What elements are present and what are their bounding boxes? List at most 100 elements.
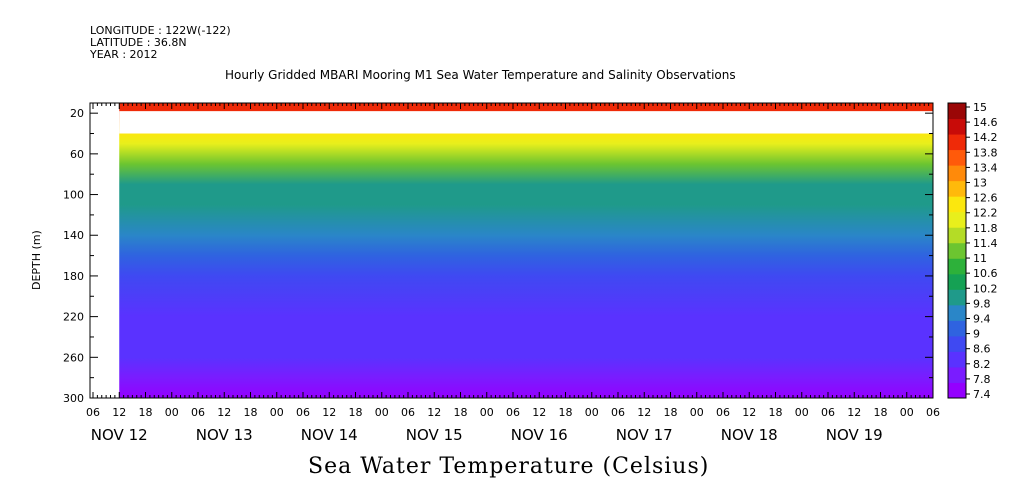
y-tick-label: 220	[63, 311, 84, 324]
x-hour-tick-label: 00	[270, 406, 284, 419]
colorbar-tick-label: 14.2	[973, 131, 998, 144]
colorbar-tick-label: 8.6	[973, 343, 991, 356]
y-tick-label: 180	[63, 270, 84, 283]
colorbar-segment	[948, 320, 966, 337]
x-hour-tick-label: 06	[296, 406, 310, 419]
x-hour-tick-label: 06	[821, 406, 835, 419]
y-tick-label: 20	[70, 107, 84, 120]
colorbar-segment	[948, 103, 966, 120]
colorbar-segment	[948, 196, 966, 213]
x-hour-tick-label: 06	[926, 406, 940, 419]
x-hour-tick-label: 12	[532, 406, 546, 419]
colorbar-segment	[948, 366, 966, 383]
colorbar-tick-label: 15	[973, 101, 987, 114]
colorbar-tick-label: 11.8	[973, 222, 998, 235]
colorbar: 15 14.6 14.2 13.8 13.4 13 12.6 12.2 11.8 11.4 11 10…	[947, 101, 998, 401]
x-hour-tick-label: 12	[322, 406, 336, 419]
x-day-label: NOV 18	[721, 426, 778, 444]
x-hour-tick-label: 18	[664, 406, 678, 419]
x-day-label: NOV 16	[511, 426, 568, 444]
chart-title: Hourly Gridded MBARI Mooring M1 Sea Wate…	[225, 68, 736, 82]
x-day-label: NOV 13	[196, 426, 253, 444]
x-hour-tick-label: 12	[217, 406, 231, 419]
colorbar-segment	[948, 134, 966, 151]
x-hour-tick-label: 18	[874, 406, 888, 419]
x-hour-tick-label: 12	[742, 406, 756, 419]
x-hour-tick-label: 12	[112, 406, 126, 419]
colorbar-tick-label: 7.4	[973, 388, 991, 401]
colorbar-tick-label: 13.8	[973, 146, 998, 159]
x-hour-tick-label: 00	[795, 406, 809, 419]
colorbar-segment	[948, 227, 966, 244]
colorbar-segment	[948, 304, 966, 321]
colorbar-segment	[948, 211, 966, 228]
colorbar-segment	[948, 149, 966, 166]
colorbar-tick-label: 10.2	[973, 282, 998, 295]
x-hour-tick-label: 06	[191, 406, 205, 419]
x-hour-tick-label: 00	[165, 406, 179, 419]
colorbar-frame	[947, 102, 967, 399]
longitude-label: LONGITUDE : 122W(-122)	[90, 24, 231, 37]
variable-title: Sea Water Temperature (Celsius)	[308, 454, 710, 479]
colorbar-segment	[948, 118, 966, 135]
x-day-label: NOV 15	[406, 426, 463, 444]
colorbar-tick-label: 12.2	[973, 207, 998, 220]
colorbar-tick-label: 12.6	[973, 192, 998, 205]
y-tick-label: 100	[63, 189, 84, 202]
colorbar-tick-label: 9.4	[973, 312, 991, 325]
x-hour-tick-label: 06	[86, 406, 100, 419]
colorbar-segment	[948, 180, 966, 197]
plot-area	[119, 103, 933, 398]
colorbar-segment	[948, 382, 966, 399]
x-day-label: NOV 12	[91, 426, 148, 444]
x-hour-tick-label: 18	[349, 406, 363, 419]
temperature-field	[119, 103, 933, 398]
y-tick-label: 60	[70, 148, 84, 161]
axes: 06 12 18 00 06 12 18 00 06 12 18 00 06 12 18 00 06 12 18 00…	[63, 102, 940, 444]
x-hour-tick-label: 18	[454, 406, 468, 419]
x-hour-tick-label: 00	[900, 406, 914, 419]
x-hour-tick-label: 00	[375, 406, 389, 419]
x-hour-tick-label: 12	[427, 406, 441, 419]
colorbar-tick-label: 13.4	[973, 161, 998, 174]
colorbar-segment	[948, 335, 966, 352]
x-hour-tick-label: 18	[244, 406, 258, 419]
colorbar-segment	[948, 242, 966, 259]
x-hour-tick-label: 12	[637, 406, 651, 419]
y-tick-label: 300	[63, 392, 84, 405]
missing-data-band	[119, 111, 933, 134]
x-hour-tick-label: 00	[690, 406, 704, 419]
colorbar-tick-label: 10.6	[973, 267, 998, 280]
x-hour-tick-label: 12	[847, 406, 861, 419]
colorbar-segment	[948, 165, 966, 182]
colorbar-segment	[948, 273, 966, 290]
colorbar-tick-label: 9	[973, 328, 980, 341]
colorbar-tick-label: 14.6	[973, 116, 998, 129]
x-hour-tick-label: 18	[559, 406, 573, 419]
colorbar-segment	[948, 258, 966, 275]
latitude-label: LATITUDE : 36.8N	[90, 36, 187, 49]
x-day-label: NOV 19	[826, 426, 883, 444]
y-tick-label: 260	[63, 351, 84, 364]
year-label: YEAR : 2012	[90, 48, 158, 61]
colorbar-tick-label: 9.8	[973, 297, 991, 310]
colorbar-tick-label: 13	[973, 177, 987, 190]
x-hour-tick-label: 00	[480, 406, 494, 419]
x-hour-tick-label: 18	[139, 406, 153, 419]
x-hour-tick-label: 06	[506, 406, 520, 419]
y-tick-label: 140	[63, 229, 84, 242]
colorbar-segment	[948, 289, 966, 306]
x-day-label: NOV 14	[301, 426, 358, 444]
colorbar-segment	[948, 351, 966, 368]
x-hour-tick-label: 18	[769, 406, 783, 419]
colorbar-tick-label: 11.4	[973, 237, 998, 250]
plot-frame	[89, 102, 934, 399]
x-hour-tick-label: 06	[716, 406, 730, 419]
colorbar-tick-label: 8.2	[973, 358, 991, 371]
x-hour-tick-label: 06	[611, 406, 625, 419]
colorbar-tick-label: 7.8	[973, 373, 991, 386]
colorbar-tick-label: 11	[973, 252, 987, 265]
x-hour-tick-label: 06	[401, 406, 415, 419]
x-hour-tick-label: 00	[585, 406, 599, 419]
x-day-label: NOV 17	[616, 426, 673, 444]
